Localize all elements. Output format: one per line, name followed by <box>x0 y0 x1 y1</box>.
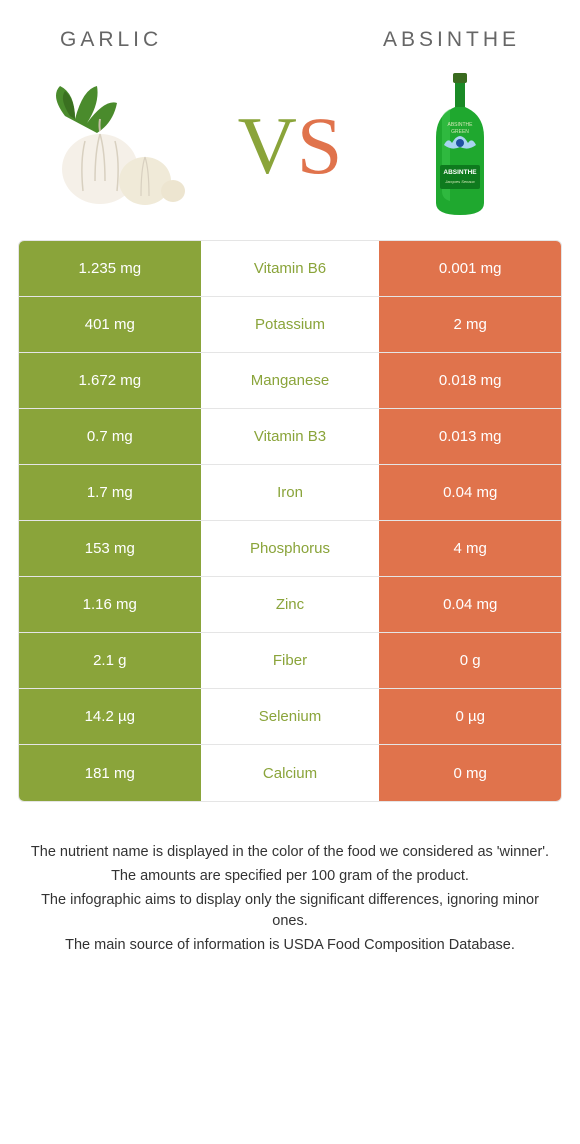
absinthe-image: ABSINTHE Jacques Senaux ABSINTHE GREEN <box>380 76 540 216</box>
right-value-cell: 0.001 mg <box>379 241 561 296</box>
nutrient-name-cell: Potassium <box>201 297 380 352</box>
right-value-cell: 0.013 mg <box>379 409 561 464</box>
nutrient-name-cell: Vitamin B6 <box>201 241 380 296</box>
table-row: 401 mgPotassium2 mg <box>19 297 561 353</box>
left-value-cell: 2.1 g <box>19 633 201 688</box>
nutrient-name-cell: Manganese <box>201 353 380 408</box>
footer-notes: The nutrient name is displayed in the co… <box>0 802 580 957</box>
table-row: 153 mgPhosphorus4 mg <box>19 521 561 577</box>
table-row: 1.672 mgManganese0.018 mg <box>19 353 561 409</box>
table-row: 1.7 mgIron0.04 mg <box>19 465 561 521</box>
right-value-cell: 4 mg <box>379 521 561 576</box>
left-food-title: Garlic <box>60 28 162 52</box>
right-food-title: Absinthe <box>383 28 520 52</box>
left-value-cell: 1.7 mg <box>19 465 201 520</box>
left-value-cell: 14.2 µg <box>19 689 201 744</box>
svg-text:Jacques Senaux: Jacques Senaux <box>444 179 476 184</box>
garlic-icon <box>45 81 195 211</box>
nutrient-comparison-table: 1.235 mgVitamin B60.001 mg401 mgPotassiu… <box>18 240 562 802</box>
table-row: 1.16 mgZinc0.04 mg <box>19 577 561 633</box>
left-value-cell: 181 mg <box>19 745 201 801</box>
absinthe-bottle-icon: ABSINTHE Jacques Senaux ABSINTHE GREEN <box>420 71 500 221</box>
title-row: Garlic Absinthe <box>0 0 580 70</box>
footer-line-1: The nutrient name is displayed in the co… <box>24 842 556 864</box>
right-value-cell: 0.018 mg <box>379 353 561 408</box>
left-value-cell: 1.235 mg <box>19 241 201 296</box>
svg-text:ABSINTHE: ABSINTHE <box>447 122 473 128</box>
nutrient-name-cell: Vitamin B3 <box>201 409 380 464</box>
vs-label: VS <box>238 105 343 187</box>
right-value-cell: 0.04 mg <box>379 577 561 632</box>
left-value-cell: 153 mg <box>19 521 201 576</box>
left-value-cell: 1.16 mg <box>19 577 201 632</box>
right-value-cell: 2 mg <box>379 297 561 352</box>
nutrient-name-cell: Selenium <box>201 689 380 744</box>
svg-text:ABSINTHE: ABSINTHE <box>443 169 477 176</box>
table-row: 14.2 µgSelenium0 µg <box>19 689 561 745</box>
table-row: 2.1 gFiber0 g <box>19 633 561 689</box>
table-row: 181 mgCalcium0 mg <box>19 745 561 801</box>
footer-line-3: The infographic aims to display only the… <box>24 890 556 934</box>
left-value-cell: 1.672 mg <box>19 353 201 408</box>
nutrient-name-cell: Zinc <box>201 577 380 632</box>
footer-line-4: The main source of information is USDA F… <box>24 935 556 957</box>
nutrient-name-cell: Iron <box>201 465 380 520</box>
table-row: 1.235 mgVitamin B60.001 mg <box>19 241 561 297</box>
garlic-image <box>40 76 200 216</box>
left-value-cell: 0.7 mg <box>19 409 201 464</box>
nutrient-name-cell: Calcium <box>201 745 380 801</box>
table-row: 0.7 mgVitamin B30.013 mg <box>19 409 561 465</box>
right-value-cell: 0 µg <box>379 689 561 744</box>
svg-text:GREEN: GREEN <box>451 129 469 135</box>
vs-s-letter: S <box>297 100 343 191</box>
right-value-cell: 0 mg <box>379 745 561 801</box>
nutrient-name-cell: Phosphorus <box>201 521 380 576</box>
right-value-cell: 0.04 mg <box>379 465 561 520</box>
footer-line-2: The amounts are specified per 100 gram o… <box>24 866 556 888</box>
nutrient-name-cell: Fiber <box>201 633 380 688</box>
left-value-cell: 401 mg <box>19 297 201 352</box>
hero-row: VS ABSINTHE Jacques Senaux ABSINTHE GREE… <box>0 70 580 240</box>
vs-v-letter: V <box>238 100 297 191</box>
right-value-cell: 0 g <box>379 633 561 688</box>
